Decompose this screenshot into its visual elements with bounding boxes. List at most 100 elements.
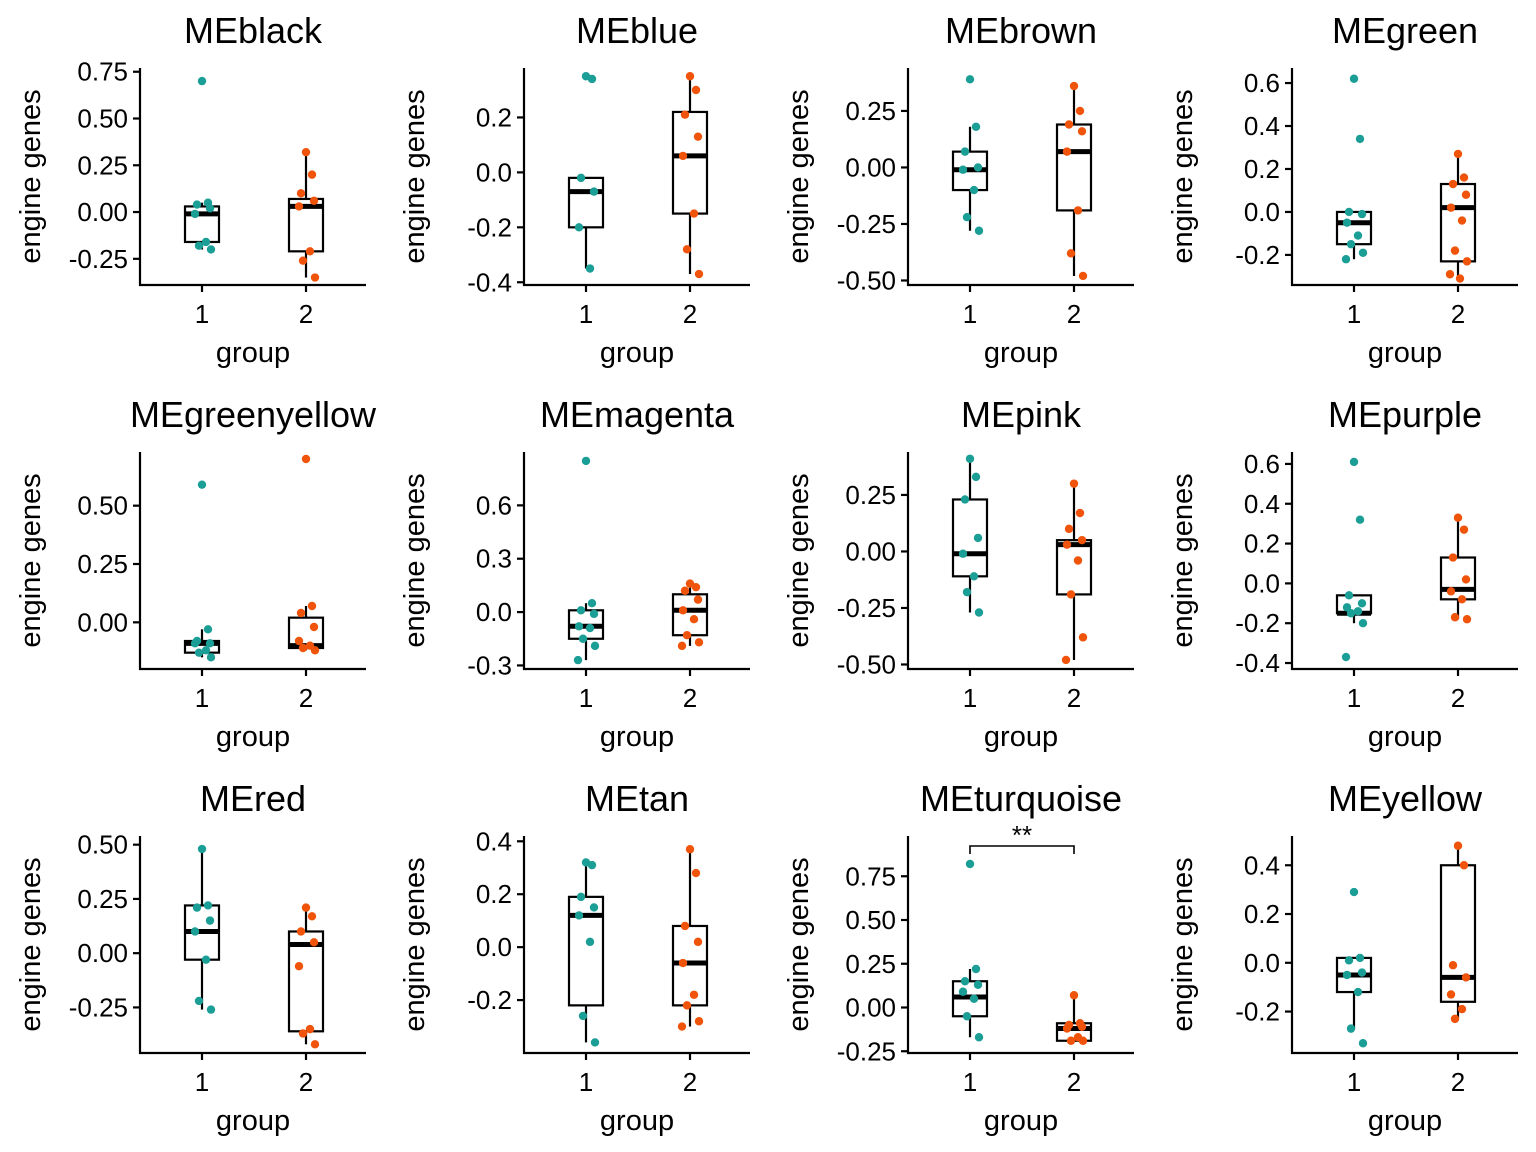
data-point-group-1 [974,981,982,989]
data-point-group-1 [970,186,978,194]
data-point-group-2 [1454,842,1462,850]
x-axis-title: group [216,1105,290,1137]
data-point-group-2 [1458,595,1466,603]
data-point-group-1 [972,965,980,973]
y-tick-label: -0.25 [69,244,128,274]
y-tick-label: 0.00 [77,197,128,227]
data-point-group-1 [961,977,969,985]
y-tick-label: 0.00 [845,152,896,182]
data-point-group-1 [198,480,206,488]
data-point-group-2 [1067,249,1075,257]
data-point-group-1 [963,588,971,596]
data-point-group-1 [193,903,201,911]
data-point-group-1 [588,75,596,83]
y-tick-label: 0.0 [476,932,512,962]
data-point-group-2 [695,270,703,278]
y-axis-title: engine genes [1167,89,1199,263]
y-tick-label: 0.0 [1244,197,1280,227]
data-point-group-1 [590,187,598,195]
panel-mered: MEred-0.250.000.250.501 2groupengine gene… [0,768,384,1152]
data-point-group-1 [972,123,980,131]
data-point-group-2 [683,631,691,639]
data-point-group-2 [299,1029,307,1037]
panel-mebrown: MEbrown-0.50-0.250.000.251 2groupengine g… [768,0,1152,384]
data-point-group-2 [1067,1037,1075,1045]
data-point-group-1 [1347,240,1355,248]
panel-title: MEgreenyellow [130,394,377,435]
data-point-group-1 [966,860,974,868]
data-point-group-1 [1356,515,1364,523]
y-tick-label: -0.50 [837,649,896,679]
data-point-group-2 [1462,575,1470,583]
data-point-group-2 [1065,525,1073,533]
data-point-group-2 [678,642,686,650]
x-axis-title: group [1368,721,1442,753]
y-tick-label: 0.75 [845,861,896,891]
panel-mepink: MEpink -0.50 -0.25 0.00 0.25 1 2 group engine ge… [768,384,1152,768]
x-tick-label: 1 [963,1067,977,1097]
x-tick-label: 2 [1067,299,1081,329]
data-point-group-2 [310,938,318,946]
data-point-group-1 [1358,599,1366,607]
x-tick-label: 1 [195,299,209,329]
data-point-group-1 [204,625,212,633]
panel-title: MEblack [184,10,323,51]
data-point-group-2 [1449,180,1457,188]
panel-meblack: MEblack -0.25 0.00 0.25 0.50 0.75 1 2 group engin… [0,0,384,384]
data-point-group-2 [1074,556,1082,564]
y-axis-title: engine genes [1167,857,1199,1031]
x-tick-label: 2 [1451,1067,1465,1097]
data-point-group-1 [1350,458,1358,466]
data-point-group-2 [1462,191,1470,199]
panel-meturquoise: MEturquoise -0.25 0.00 0.25 0.50 0.75 1 2 group e… [768,768,1152,1152]
data-point-group-2 [308,170,316,178]
x-axis-title: group [600,1105,674,1137]
data-point-group-2 [1447,203,1455,211]
x-tick-label: 2 [683,683,697,713]
data-point-group-1 [1342,653,1350,661]
y-tick-label: 0.2 [1244,899,1280,929]
data-point-group-2 [311,646,319,654]
panel-meblue: MEblue -0.4 -0.2 0.0 0.2 1 2 group engine genes [384,0,768,384]
data-point-group-2 [1076,107,1084,115]
y-tick-label: 0.6 [1244,449,1280,479]
data-point-group-2 [1451,246,1459,254]
data-point-group-2 [1460,525,1468,533]
data-point-group-1 [1347,609,1355,617]
data-point-group-2 [694,132,702,140]
data-point-group-1 [975,1033,983,1041]
data-point-group-1 [966,75,974,83]
y-axis-title: engine genes [399,89,431,263]
x-axis-title: group [984,1105,1058,1137]
y-tick-label: 0.00 [77,607,128,637]
y-tick-label: 0.0 [476,157,512,187]
data-point-group-2 [308,912,316,920]
y-tick-label: -0.25 [837,593,896,623]
data-point-group-2 [1449,961,1457,969]
y-tick-label: 0.25 [845,480,896,510]
data-point-group-2 [1078,1023,1086,1031]
data-point-group-2 [681,587,689,595]
data-point-group-1 [1359,249,1367,257]
data-point-group-2 [1078,536,1086,544]
data-point-group-2 [1458,1005,1466,1013]
data-point-group-1 [1358,968,1366,976]
y-tick-label: -0.2 [1235,240,1280,270]
y-tick-label: 0.6 [476,490,512,520]
data-point-group-1 [972,473,980,481]
data-point-group-1 [1342,255,1350,263]
data-point-group-1 [591,642,599,650]
y-axis-title: engine genes [783,473,815,647]
x-axis-title: group [1368,337,1442,369]
data-point-group-1 [1345,591,1353,599]
data-point-group-2 [1458,216,1466,224]
y-tick-label: 0.2 [476,102,512,132]
data-point-group-2 [690,991,698,999]
x-tick-label: 2 [1451,683,1465,713]
data-point-group-1 [975,608,983,616]
y-tick-label: 0.2 [476,879,512,909]
panel-title: MEmagenta [540,394,735,435]
x-tick-label: 2 [683,299,697,329]
data-point-group-1 [1345,956,1353,964]
y-tick-label: 0.6 [1244,68,1280,98]
